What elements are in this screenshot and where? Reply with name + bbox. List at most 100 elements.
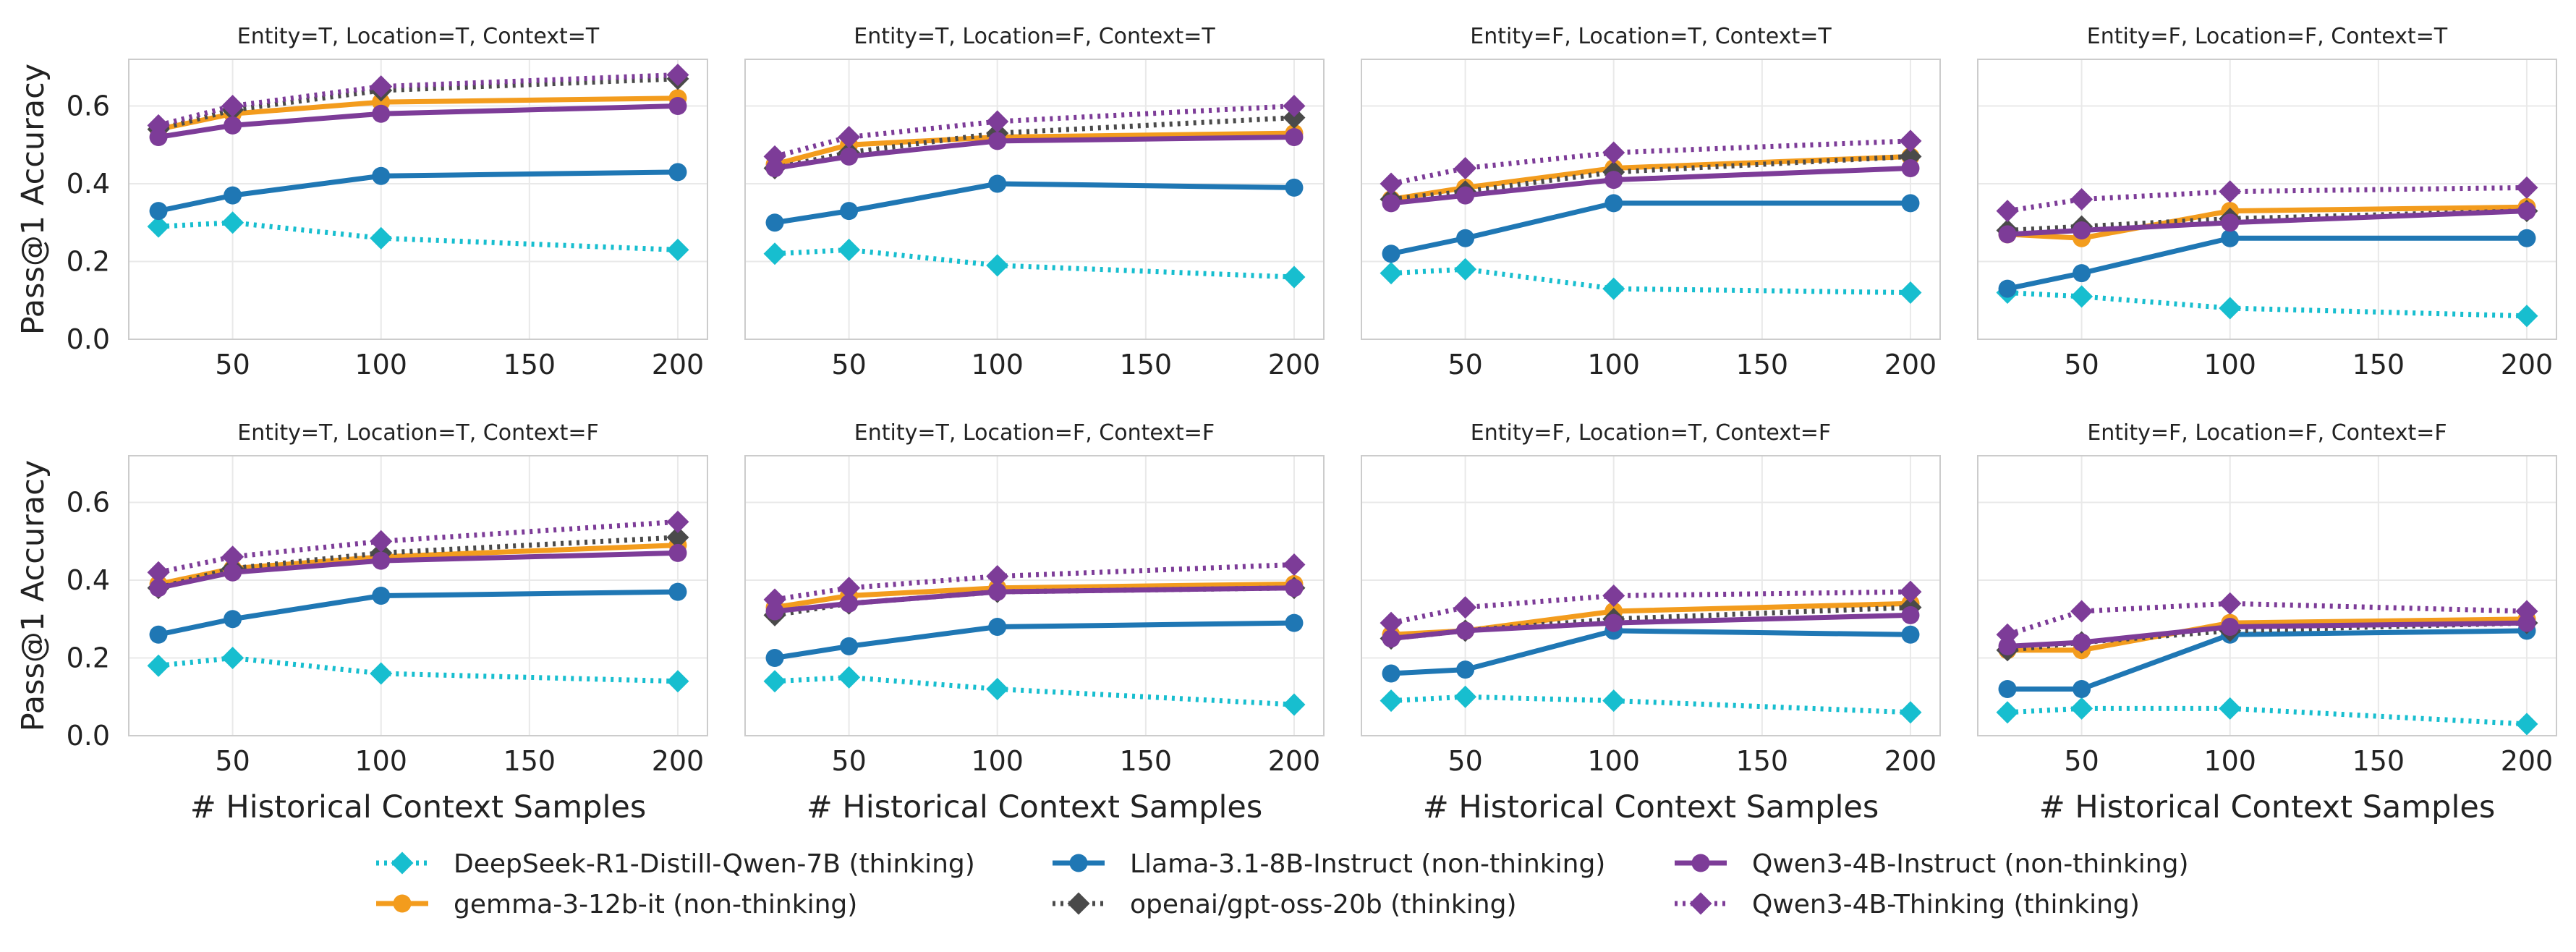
- data-point: [372, 166, 391, 185]
- data-point: [668, 97, 687, 115]
- data-point: [668, 582, 687, 601]
- data-point: [1380, 262, 1403, 285]
- data-point: [2515, 600, 2538, 623]
- data-point: [1285, 178, 1304, 197]
- data-point: [2219, 697, 2242, 720]
- x-axis-label-col-1: # Historical Context Samples: [190, 789, 647, 825]
- data-point: [2221, 618, 2240, 636]
- data-point: [666, 238, 689, 261]
- legend-item: gemma-3-12b-it (non-thinking): [376, 890, 857, 919]
- series-5: [1998, 202, 2536, 244]
- series-line: [158, 589, 679, 637]
- panel-frame: [1977, 59, 2557, 340]
- x-axis-label-col-4: # Historical Context Samples: [2039, 789, 2496, 825]
- x-tick-label: 150: [2352, 745, 2405, 777]
- y-axis-label-row-1: Pass@1 Accuracy: [15, 64, 51, 336]
- x-tick-label: 150: [503, 745, 556, 777]
- series-3: [765, 613, 1304, 667]
- legend-marker: [1069, 854, 1088, 872]
- series-line: [158, 535, 679, 591]
- x-tick-label: 150: [503, 349, 556, 381]
- series-5: [1382, 605, 1920, 648]
- data-point: [1456, 186, 1475, 205]
- data-point: [1382, 245, 1400, 263]
- series-1: [1380, 258, 1922, 304]
- data-point: [986, 254, 1009, 277]
- legend-item: Llama-3.1-8B-Instruct (non-thinking): [1053, 849, 1605, 879]
- series-5: [149, 97, 687, 146]
- data-point: [221, 211, 245, 234]
- series-6: [1996, 176, 2538, 223]
- series-line: [158, 95, 679, 132]
- x-tick-label: 150: [1120, 745, 1173, 777]
- data-point: [1285, 128, 1304, 146]
- series-6: [1380, 129, 1922, 195]
- data-point: [370, 530, 393, 553]
- x-tick-label: 200: [1268, 349, 1321, 381]
- data-point: [2219, 297, 2242, 320]
- series-line: [774, 103, 1295, 159]
- series-line: [774, 585, 1295, 614]
- data-point: [1899, 580, 1922, 603]
- data-point: [221, 545, 245, 569]
- data-point: [838, 666, 861, 689]
- data-point: [986, 110, 1009, 133]
- series-line: [774, 115, 1295, 171]
- data-point: [1602, 689, 1625, 713]
- legend-label: gemma-3-12b-it (non-thinking): [454, 890, 857, 919]
- data-point: [1283, 693, 1306, 716]
- x-tick-label: 100: [2203, 349, 2256, 381]
- panel-8: Entity=F, Location=F, Context=F 50 100 150 2…: [1977, 420, 2557, 777]
- panel-frame: [1361, 59, 1941, 340]
- data-point: [668, 543, 687, 562]
- x-axis-label-col-2: # Historical Context Samples: [807, 789, 1263, 825]
- data-point: [1899, 281, 1922, 304]
- panel-frame: [744, 455, 1325, 736]
- data-point: [986, 565, 1009, 588]
- data-point: [666, 64, 689, 86]
- data-point: [666, 670, 689, 693]
- data-point: [1602, 277, 1625, 300]
- data-point: [2073, 221, 2091, 239]
- axis-labels: Pass@1 Accuracy Pass@1 Accuracy # Historic…: [15, 64, 2495, 825]
- data-point: [147, 114, 170, 137]
- series-line: [774, 135, 1295, 171]
- data-point: [840, 594, 859, 613]
- series-3: [1998, 621, 2536, 698]
- series-3: [1998, 229, 2536, 298]
- data-point: [224, 186, 242, 205]
- series-6: [1380, 580, 1922, 634]
- series-3: [1382, 194, 1920, 263]
- x-tick-label: 50: [831, 349, 866, 381]
- data-point: [763, 145, 786, 168]
- series-line: [774, 581, 1295, 611]
- x-tick-label: 50: [215, 745, 250, 777]
- panel-frame: [744, 59, 1325, 340]
- data-point: [224, 116, 242, 135]
- y-tick-label: 0.2: [67, 642, 110, 674]
- series-6: [147, 64, 689, 137]
- legend-label: Llama-3.1-8B-Instruct (non-thinking): [1130, 849, 1605, 879]
- panel-frame: [128, 455, 708, 736]
- data-point: [1283, 553, 1306, 576]
- series-1: [147, 211, 689, 261]
- series-line: [1390, 628, 1911, 676]
- series-line: [2007, 628, 2528, 692]
- data-point: [666, 526, 689, 549]
- series-5: [1382, 159, 1920, 213]
- data-point: [666, 510, 689, 533]
- data-point: [372, 587, 391, 605]
- panel-title: Entity=T, Location=T, Context=F: [237, 420, 598, 446]
- data-point: [147, 215, 170, 238]
- legend-marker: [1067, 892, 1090, 915]
- x-tick-label: 200: [1884, 745, 1937, 777]
- legend-item: Qwen3-4B-Thinking (thinking): [1675, 890, 2140, 919]
- data-point: [1901, 159, 1920, 177]
- x-tick-label: 100: [971, 349, 1024, 381]
- series-line: [2006, 600, 2528, 637]
- x-tick-label: 50: [831, 745, 866, 777]
- x-tick-label: 50: [215, 349, 250, 381]
- series-3: [149, 163, 687, 221]
- data-point: [2070, 188, 2093, 211]
- x-tick-label: 200: [1268, 745, 1321, 777]
